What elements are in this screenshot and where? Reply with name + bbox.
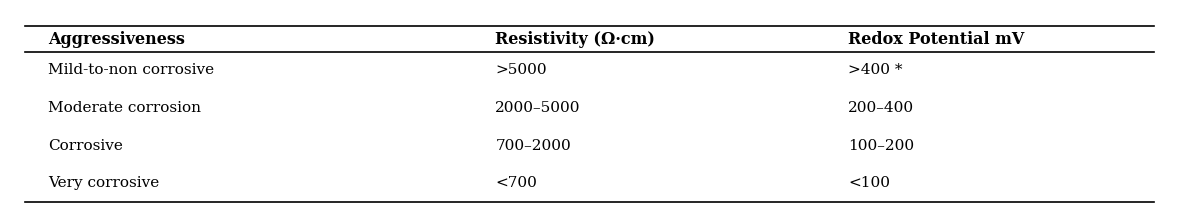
Text: >5000: >5000 bbox=[495, 63, 547, 77]
Text: Resistivity (Ω·cm): Resistivity (Ω·cm) bbox=[495, 31, 656, 47]
Text: Redox Potential mV: Redox Potential mV bbox=[848, 31, 1025, 47]
Text: 2000–5000: 2000–5000 bbox=[495, 101, 581, 115]
Text: Aggressiveness: Aggressiveness bbox=[48, 31, 185, 47]
Text: <700: <700 bbox=[495, 176, 538, 190]
Text: >400 *: >400 * bbox=[848, 63, 903, 77]
Text: 200–400: 200–400 bbox=[848, 101, 915, 115]
Text: Very corrosive: Very corrosive bbox=[48, 176, 159, 190]
Text: Moderate corrosion: Moderate corrosion bbox=[48, 101, 202, 115]
Text: Mild-to-non corrosive: Mild-to-non corrosive bbox=[48, 63, 215, 77]
Text: Corrosive: Corrosive bbox=[48, 139, 124, 153]
Text: <100: <100 bbox=[848, 176, 890, 190]
Text: 700–2000: 700–2000 bbox=[495, 139, 571, 153]
Text: 100–200: 100–200 bbox=[848, 139, 915, 153]
